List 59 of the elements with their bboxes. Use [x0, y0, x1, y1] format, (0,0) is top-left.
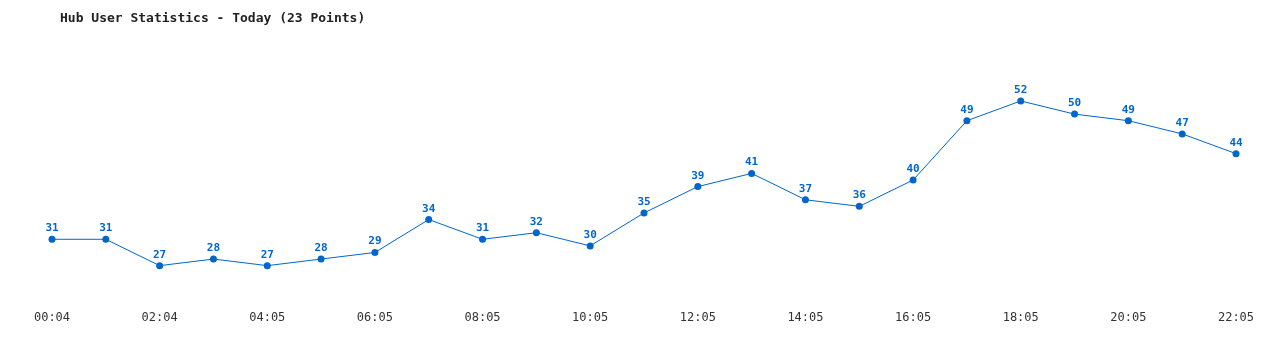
data-label: 40 — [906, 162, 920, 175]
x-tick-label: 06:05 — [356, 309, 393, 324]
point — [425, 216, 433, 224]
data-label: 49 — [960, 102, 974, 116]
point — [909, 176, 917, 184]
data-label: 28 — [206, 241, 221, 255]
x-tick-label: 16:05 — [895, 309, 932, 324]
point — [963, 117, 971, 125]
chart-title: Hub User Statistics - Today (23 Points) — [60, 10, 366, 25]
point — [748, 169, 756, 177]
point — [48, 235, 56, 243]
x-tick-label: 02:04 — [141, 309, 178, 324]
point — [371, 248, 379, 256]
point — [479, 235, 487, 243]
data-label: 28 — [314, 241, 328, 255]
point — [532, 229, 540, 237]
point — [1178, 130, 1186, 138]
point — [694, 183, 702, 191]
point — [1232, 150, 1240, 158]
data-label: 27 — [260, 247, 274, 261]
x-tick-label: 04:05 — [249, 309, 286, 324]
point — [156, 262, 164, 270]
data-label: 39 — [691, 168, 705, 182]
point — [855, 202, 863, 210]
data-label: 29 — [368, 234, 382, 248]
point — [102, 235, 110, 243]
point — [801, 196, 809, 204]
x-tick-label: 10:05 — [572, 309, 609, 324]
data-label: 52 — [1014, 82, 1028, 96]
x-tick-label: 20:05 — [1110, 309, 1147, 324]
data-label: 41 — [745, 155, 759, 169]
point — [1017, 97, 1025, 105]
point — [586, 242, 594, 250]
data-label: 31 — [99, 221, 113, 235]
data-label: 49 — [1121, 102, 1135, 116]
x-tick-label: 12:05 — [679, 309, 716, 324]
x-tick-label: 08:05 — [464, 309, 501, 324]
point — [640, 209, 648, 217]
data-label: 35 — [637, 194, 651, 208]
data-label: 50 — [1067, 96, 1082, 110]
x-tick-label: 14:05 — [787, 309, 824, 324]
data-label: 34 — [422, 201, 436, 215]
point — [317, 255, 325, 263]
x-tick-label: 18:05 — [1002, 309, 1039, 324]
point — [263, 262, 271, 270]
point — [1124, 117, 1132, 125]
data-label: 27 — [153, 247, 167, 261]
data-label: 37 — [798, 181, 813, 195]
x-tick-label: 00:04 — [33, 309, 71, 324]
point — [1071, 110, 1079, 118]
data-label: 30 — [583, 227, 597, 241]
data-label: 47 — [1175, 115, 1189, 129]
data-label: 32 — [529, 214, 543, 228]
data-label: 36 — [852, 188, 867, 202]
x-tick-label: 22:05 — [1217, 309, 1255, 324]
data-label: 31 — [45, 221, 59, 235]
data-label: 31 — [475, 221, 490, 235]
point — [209, 255, 217, 263]
data-label: 44 — [1229, 135, 1243, 149]
